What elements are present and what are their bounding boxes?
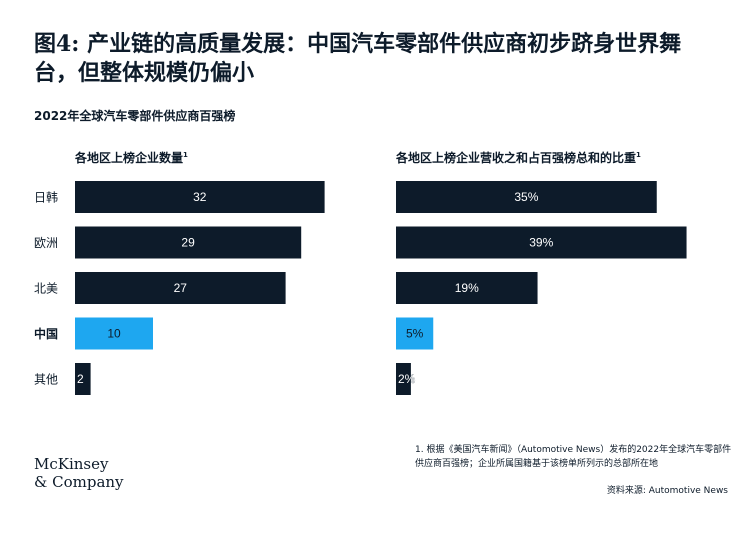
right-bar-label-1: 39% (529, 236, 553, 250)
left-bar-label-3: 10 (107, 327, 121, 341)
page-title: 图4: 产业链的高质量发展：中国汽车零部件供应商初步跻身世界舞台，但整体规模仍偏… (34, 31, 682, 86)
category-label-4: 其他 (34, 373, 58, 387)
right-bar-3 (396, 317, 434, 350)
chart-subtitle: 2022年全球汽车零部件供应商百强榜 (34, 109, 236, 123)
right-panel-title-text: 各地区上榜企业营收之和占百强榜总和的比重 (396, 151, 637, 165)
right-panel-title: 各地区上榜企业营收之和占百强榜总和的比重1 (396, 149, 641, 166)
left-bar-label-0: 32 (193, 190, 207, 204)
category-label-2: 北美 (34, 282, 58, 296)
footnote: 1. 根据《美国汽车新闻》（Automotive News）发布的2022年全球… (415, 445, 732, 469)
right-bar-1 (396, 226, 687, 259)
left-panel-title: 各地区上榜企业数量1 (75, 149, 188, 166)
category-label-1: 欧洲 (34, 236, 58, 250)
logo-line2: & Company (34, 473, 124, 491)
right-bar-label-2: 19% (455, 281, 479, 295)
right-panel-title-sup: 1 (636, 151, 641, 159)
logo-line1: McKinsey (34, 455, 109, 473)
right-bar-label-3: 5% (406, 327, 424, 341)
left-bar-1 (75, 226, 302, 259)
mckinsey-logo: McKinsey & Company (34, 455, 124, 491)
right-bar-0 (396, 181, 657, 213)
left-panel-title-sup: 1 (183, 151, 188, 159)
right-bar-label-0: 35% (514, 190, 538, 204)
left-bar-3 (75, 317, 153, 350)
left-bar-2 (75, 272, 286, 304)
right-bar-label-4: 2% (398, 372, 416, 386)
left-bar-label-2: 27 (174, 281, 188, 295)
left-bar-0 (75, 181, 325, 213)
left-panel-title-text: 各地区上榜企业数量 (75, 151, 184, 165)
left-bar-label-1: 29 (181, 236, 195, 250)
category-label-3: 中国 (34, 326, 58, 341)
left-bar-label-4: 2 (77, 372, 84, 386)
category-label-0: 日韩 (34, 190, 58, 205)
right-bar-2 (396, 272, 538, 304)
left-bar-4 (75, 363, 91, 395)
right-bar-4 (396, 363, 411, 395)
source-note: 资料来源: Automotive News (606, 486, 728, 496)
